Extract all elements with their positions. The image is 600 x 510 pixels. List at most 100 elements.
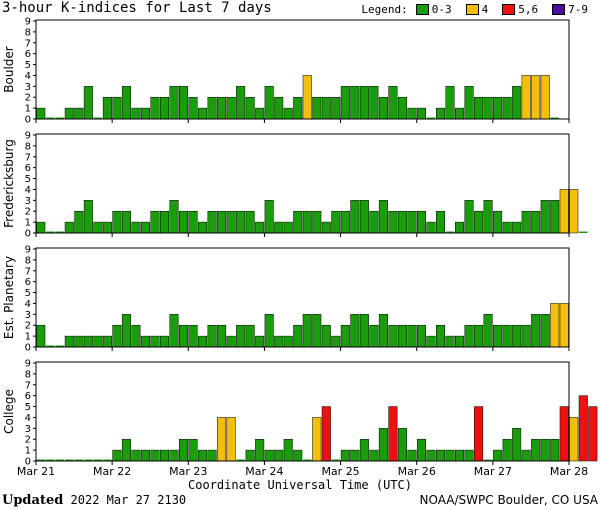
bar-boulder [188,96,198,120]
bar-fredericksburg [102,221,112,234]
bar-boulder [388,86,398,120]
bar-boulder [455,107,465,120]
bar-college [179,438,189,462]
bar-college [502,438,512,462]
bar-boulder [112,96,122,120]
bar-boulder [340,86,350,120]
x-tick-label: Mar 26 [398,465,436,476]
bar-fredericksburg [531,210,541,234]
y-tick-label: 1 [25,332,31,343]
y-tick-label: 6 [25,49,31,60]
bar-boulder [236,86,246,120]
bar-est-planetary [512,324,522,348]
legend-swatch-7-9 [552,4,566,15]
bar-fredericksburg [331,210,341,234]
bar-est-planetary [236,324,246,348]
bar-college [340,449,350,462]
y-tick-label: 3 [25,424,31,435]
bar-fredericksburg [512,221,522,234]
bar-boulder [274,96,284,120]
bar-fredericksburg [112,210,122,234]
bar-college [378,428,388,462]
y-tick-label: 8 [25,141,31,152]
plot-frame-est-planetary [35,247,570,348]
legend-label-4: 4 [481,3,489,16]
y-tick-label: 5 [25,288,31,299]
bar-boulder [407,107,417,120]
bar-fredericksburg [521,210,531,234]
bar-fredericksburg [474,210,484,234]
bar-boulder [321,96,331,120]
bar-fredericksburg [378,200,388,234]
bar-fredericksburg [340,210,350,234]
bar-fredericksburg [207,210,217,234]
y-tick-label: 2 [25,207,31,218]
bar-college [207,449,217,462]
bar-est-planetary [226,335,236,348]
bar-college [303,459,312,461]
bar-boulder [159,96,170,120]
y-tick-label: 9 [25,359,31,370]
bar-fredericksburg [445,231,455,233]
bar-college [350,449,360,462]
bar-boulder [378,96,388,120]
bar-boulder [226,96,236,120]
bar-fredericksburg [93,221,103,234]
bar-boulder [359,86,369,120]
x-axis-title: Coordinate Universal Time (UTC) [188,478,412,492]
bar-boulder [502,96,512,120]
x-tick-label: Mar 22 [93,465,131,476]
bar-est-planetary [312,314,322,348]
bar-boulder [102,96,112,120]
bar-est-planetary [483,314,493,348]
bar-boulder [312,96,322,120]
bar-est-planetary [198,335,208,348]
bar-est-planetary [559,303,569,348]
bar-fredericksburg [131,221,141,234]
bar-est-planetary [55,345,65,347]
plot-frame-college [35,361,570,462]
bar-college [474,406,484,462]
panel-label-est-planetary: Est. Planetary [2,256,16,339]
bar-fredericksburg [236,210,246,234]
credit: NOAA/SWPC Boulder, CO USA [419,493,598,507]
bar-est-planetary [131,324,141,348]
bar-college [493,449,503,462]
bar-est-planetary [426,335,436,348]
updated-value: 2022 Mar 27 2130 [70,493,187,507]
bar-boulder [150,96,160,120]
bar-est-planetary [188,324,198,348]
legend-swatch-4 [465,4,479,15]
bar-college [36,459,46,461]
updated-stamp: Updated 2022 Mar 27 2130 [2,493,186,508]
bar-college [226,417,236,462]
panel-label-boulder: Boulder [2,46,16,93]
bar-fredericksburg [302,210,312,234]
bar-fredericksburg [150,210,160,234]
bar-college [150,449,160,462]
bar-est-planetary [102,335,112,348]
y-tick-label: 4 [25,71,31,82]
bar-boulder [483,96,493,120]
bar-fredericksburg [188,210,198,234]
y-tick-label: 3 [25,196,31,207]
y-tick-label: 0 [25,457,31,468]
bar-college [74,459,84,461]
bar-boulder [83,86,93,120]
bar-est-planetary [93,335,103,348]
panel-label-fredericksburg: Fredericksburg [2,139,16,228]
bar-fredericksburg [283,221,293,234]
bar-fredericksburg [321,221,331,234]
bar-college [140,449,150,462]
y-tick-label: 4 [25,299,31,310]
bar-college [436,449,446,462]
y-tick-label: 0 [25,343,31,354]
bar-college [236,459,245,461]
bar-fredericksburg [483,200,493,234]
y-tick-label: 1 [25,104,31,115]
bar-est-planetary [245,324,255,348]
bar-boulder [121,86,131,120]
bar-est-planetary [464,324,474,348]
bar-est-planetary [274,335,284,348]
legend-label-7-9: 7-9 [568,3,588,16]
